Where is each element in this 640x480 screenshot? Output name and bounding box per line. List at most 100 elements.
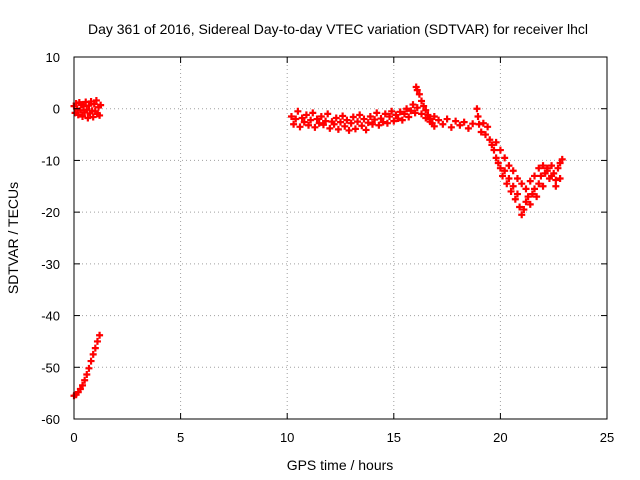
x-tick-label: 15 bbox=[387, 430, 401, 445]
data-point bbox=[481, 131, 489, 139]
data-point bbox=[426, 118, 434, 126]
data-point bbox=[386, 112, 394, 120]
data-point bbox=[430, 122, 438, 130]
data-point bbox=[531, 185, 539, 193]
data-point bbox=[356, 111, 364, 119]
data-point bbox=[394, 115, 402, 123]
data-point bbox=[398, 116, 406, 124]
data-point bbox=[464, 124, 472, 132]
data-point bbox=[87, 357, 95, 365]
x-tick-label: 25 bbox=[600, 430, 614, 445]
data-point bbox=[92, 96, 100, 104]
y-tick-labels: 10 0 -10 -20 -30 -40 -50 -60 bbox=[41, 50, 60, 427]
data-point bbox=[501, 167, 509, 175]
data-point bbox=[307, 116, 315, 124]
data-point bbox=[388, 107, 396, 115]
data-point bbox=[443, 115, 451, 123]
data-point bbox=[503, 180, 511, 188]
data-point bbox=[85, 364, 93, 372]
data-point bbox=[79, 112, 87, 120]
data-point bbox=[300, 118, 308, 126]
y-tick-label: -10 bbox=[41, 153, 60, 168]
data-point bbox=[76, 385, 84, 393]
data-point bbox=[313, 115, 321, 123]
data-point bbox=[287, 112, 295, 120]
data-point bbox=[311, 123, 319, 131]
data-point bbox=[409, 101, 417, 109]
x-tick-label: 0 bbox=[70, 430, 77, 445]
data-point bbox=[343, 116, 351, 124]
data-point bbox=[539, 182, 547, 190]
data-point bbox=[499, 172, 507, 180]
data-point bbox=[492, 154, 500, 162]
data-point bbox=[548, 162, 556, 170]
data-point bbox=[405, 113, 413, 121]
y-tick-label: -20 bbox=[41, 205, 60, 220]
y-tick-label: 0 bbox=[53, 102, 60, 117]
data-point bbox=[490, 146, 498, 154]
data-point bbox=[420, 102, 428, 110]
data-point bbox=[522, 198, 530, 206]
data-point bbox=[469, 120, 477, 128]
data-point bbox=[330, 120, 338, 128]
data-point bbox=[494, 159, 502, 167]
data-point bbox=[85, 102, 93, 110]
data-point bbox=[400, 110, 408, 118]
data-point bbox=[97, 101, 105, 109]
data-point bbox=[518, 180, 526, 188]
y-axis-label: SDTVAR / TECUs bbox=[5, 182, 21, 294]
data-point bbox=[413, 86, 421, 94]
data-point bbox=[337, 118, 344, 126]
data-point bbox=[413, 104, 421, 112]
data-point bbox=[345, 126, 353, 134]
y-tick-label: -50 bbox=[41, 360, 60, 375]
data-point bbox=[418, 110, 426, 118]
data-point bbox=[484, 123, 492, 131]
grid-lines bbox=[74, 57, 607, 419]
data-point bbox=[322, 117, 330, 125]
data-point bbox=[411, 109, 419, 117]
x-tick-label: 20 bbox=[493, 430, 507, 445]
data-point bbox=[537, 172, 545, 180]
data-point bbox=[298, 114, 306, 122]
data-point bbox=[91, 344, 99, 352]
data-point bbox=[496, 164, 504, 172]
data-point bbox=[74, 111, 82, 119]
data-point bbox=[326, 124, 334, 132]
data-point bbox=[89, 350, 97, 358]
data-point bbox=[362, 126, 370, 134]
data-point bbox=[439, 120, 447, 128]
data-point bbox=[89, 113, 97, 121]
data-point bbox=[474, 112, 482, 120]
data-point bbox=[511, 195, 519, 203]
data-point bbox=[371, 116, 379, 124]
data-point bbox=[96, 331, 104, 339]
data-point bbox=[552, 176, 560, 184]
data-point bbox=[324, 110, 332, 118]
x-tick-label: 5 bbox=[177, 430, 184, 445]
data-point bbox=[486, 136, 494, 144]
data-point bbox=[347, 119, 355, 127]
data-point bbox=[479, 119, 487, 127]
data-point bbox=[524, 193, 532, 201]
data-point bbox=[492, 138, 500, 146]
data-point bbox=[509, 167, 517, 175]
data-point bbox=[552, 182, 560, 190]
data-point bbox=[392, 111, 400, 119]
y-tick-label: -30 bbox=[41, 257, 60, 272]
data-point bbox=[83, 371, 91, 379]
data-point bbox=[364, 119, 372, 127]
axis-ticks bbox=[73, 56, 608, 420]
data-point bbox=[90, 100, 98, 108]
data-point bbox=[526, 177, 534, 185]
data-point bbox=[528, 190, 536, 198]
data-points bbox=[70, 83, 566, 400]
data-point bbox=[93, 337, 101, 345]
data-point bbox=[305, 121, 313, 129]
data-point bbox=[381, 110, 389, 118]
data-point bbox=[383, 119, 391, 127]
data-point bbox=[554, 164, 562, 172]
data-point bbox=[309, 109, 317, 117]
data-point bbox=[79, 381, 87, 389]
